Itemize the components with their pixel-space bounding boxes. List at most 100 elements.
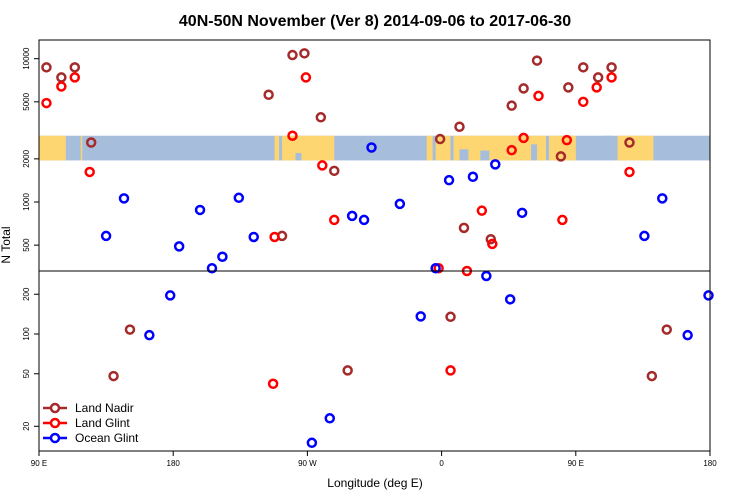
- data-point: [84, 166, 95, 178]
- map-ocean: [459, 149, 469, 161]
- x-tick-label: 90 W: [298, 459, 317, 468]
- data-point: [578, 62, 589, 73]
- data-point: [606, 72, 617, 83]
- data-point: [317, 160, 328, 171]
- data-point: [624, 166, 635, 178]
- data-point: [415, 311, 426, 322]
- data-point: [430, 262, 441, 274]
- data-point: [124, 324, 136, 335]
- data-point: [267, 378, 279, 389]
- data-point: [300, 72, 312, 83]
- map-land: [453, 135, 546, 161]
- y-axis-label: N Total: [0, 226, 13, 263]
- plot-frame: [38, 39, 711, 452]
- data-point: [516, 207, 528, 219]
- data-point: [315, 112, 327, 123]
- map-land: [80, 135, 83, 161]
- data-point: [606, 62, 617, 73]
- y-tick-label: 100: [22, 327, 31, 341]
- data-point: [41, 97, 52, 109]
- data-point: [661, 324, 673, 335]
- data-point: [56, 81, 67, 92]
- data-point: [467, 171, 479, 183]
- data-point: [555, 151, 567, 162]
- data-point: [269, 231, 280, 243]
- y-tick-label: 1000: [22, 193, 31, 211]
- y-tick-label: 200: [22, 287, 31, 301]
- data-point: [485, 233, 497, 245]
- data-point: [328, 165, 340, 177]
- data-point: [328, 214, 340, 226]
- data-point: [490, 159, 501, 170]
- data-point: [487, 238, 498, 250]
- y-tick-label: 5000: [22, 92, 31, 110]
- y-tick-label: 2000: [22, 149, 31, 167]
- x-tick-label: 180: [167, 459, 181, 468]
- data-point: [164, 290, 176, 301]
- x-axis-label: Longitude (deg E): [327, 476, 422, 490]
- data-point: [144, 329, 155, 341]
- data-point: [518, 132, 529, 144]
- data-point: [358, 214, 370, 226]
- data-point: [306, 437, 318, 449]
- data-point: [346, 210, 358, 222]
- data-point: [592, 72, 604, 83]
- data-point: [476, 205, 488, 216]
- data-point: [287, 49, 298, 61]
- map-land: [426, 135, 433, 161]
- data-point: [506, 144, 517, 156]
- x-tick-label: 180: [703, 459, 717, 468]
- data-point: [56, 72, 67, 83]
- map-ocean: [605, 135, 612, 147]
- data-point: [504, 294, 516, 305]
- legend-marker: [49, 402, 61, 414]
- data-point: [366, 142, 377, 153]
- data-point: [85, 137, 97, 148]
- data-point: [394, 198, 406, 210]
- y-tick-label: 10000: [22, 47, 31, 70]
- data-point: [248, 231, 259, 243]
- x-tick-label: 90 E: [31, 459, 47, 468]
- legend-label: Land Nadir: [75, 401, 134, 415]
- x-tick-label: 90 E: [568, 459, 584, 468]
- data-point: [434, 133, 446, 145]
- data-point: [657, 193, 668, 204]
- data-point: [563, 82, 574, 93]
- data-point: [458, 222, 470, 234]
- data-points: [41, 48, 714, 449]
- data-point: [646, 370, 658, 382]
- data-point: [173, 241, 185, 252]
- x-tick-label: 0: [439, 459, 444, 468]
- world-map-band: [39, 135, 710, 161]
- data-point: [481, 270, 492, 282]
- data-point: [506, 100, 517, 111]
- chart-title: 40N-50N November (Ver 8) 2014-09-06 to 2…: [179, 13, 571, 30]
- data-point: [287, 130, 298, 141]
- legend-label: Land Glint: [75, 416, 130, 430]
- data-point: [443, 174, 455, 186]
- data-point: [108, 370, 119, 382]
- data-point: [531, 55, 543, 66]
- data-point: [233, 192, 245, 204]
- y-tick-label: 20: [22, 421, 31, 430]
- data-point: [639, 230, 650, 242]
- map-land: [39, 135, 66, 161]
- data-point: [324, 413, 336, 424]
- data-point: [100, 230, 112, 242]
- data-point: [69, 62, 81, 73]
- map-ocean: [531, 144, 538, 161]
- data-point: [578, 96, 589, 108]
- data-point: [342, 365, 353, 376]
- data-point: [591, 82, 602, 93]
- data-point: [703, 290, 714, 301]
- data-point: [41, 62, 52, 73]
- data-point: [682, 329, 693, 341]
- data-point: [518, 83, 529, 94]
- data-point: [624, 137, 635, 148]
- data-point: [445, 365, 456, 376]
- map-land: [274, 135, 280, 161]
- data-point: [533, 90, 544, 102]
- map-ocean: [295, 153, 302, 161]
- axes: 90 E 180 90 W 0 90 E 180 500 1000 2000 5000 10000 2…: [22, 47, 717, 468]
